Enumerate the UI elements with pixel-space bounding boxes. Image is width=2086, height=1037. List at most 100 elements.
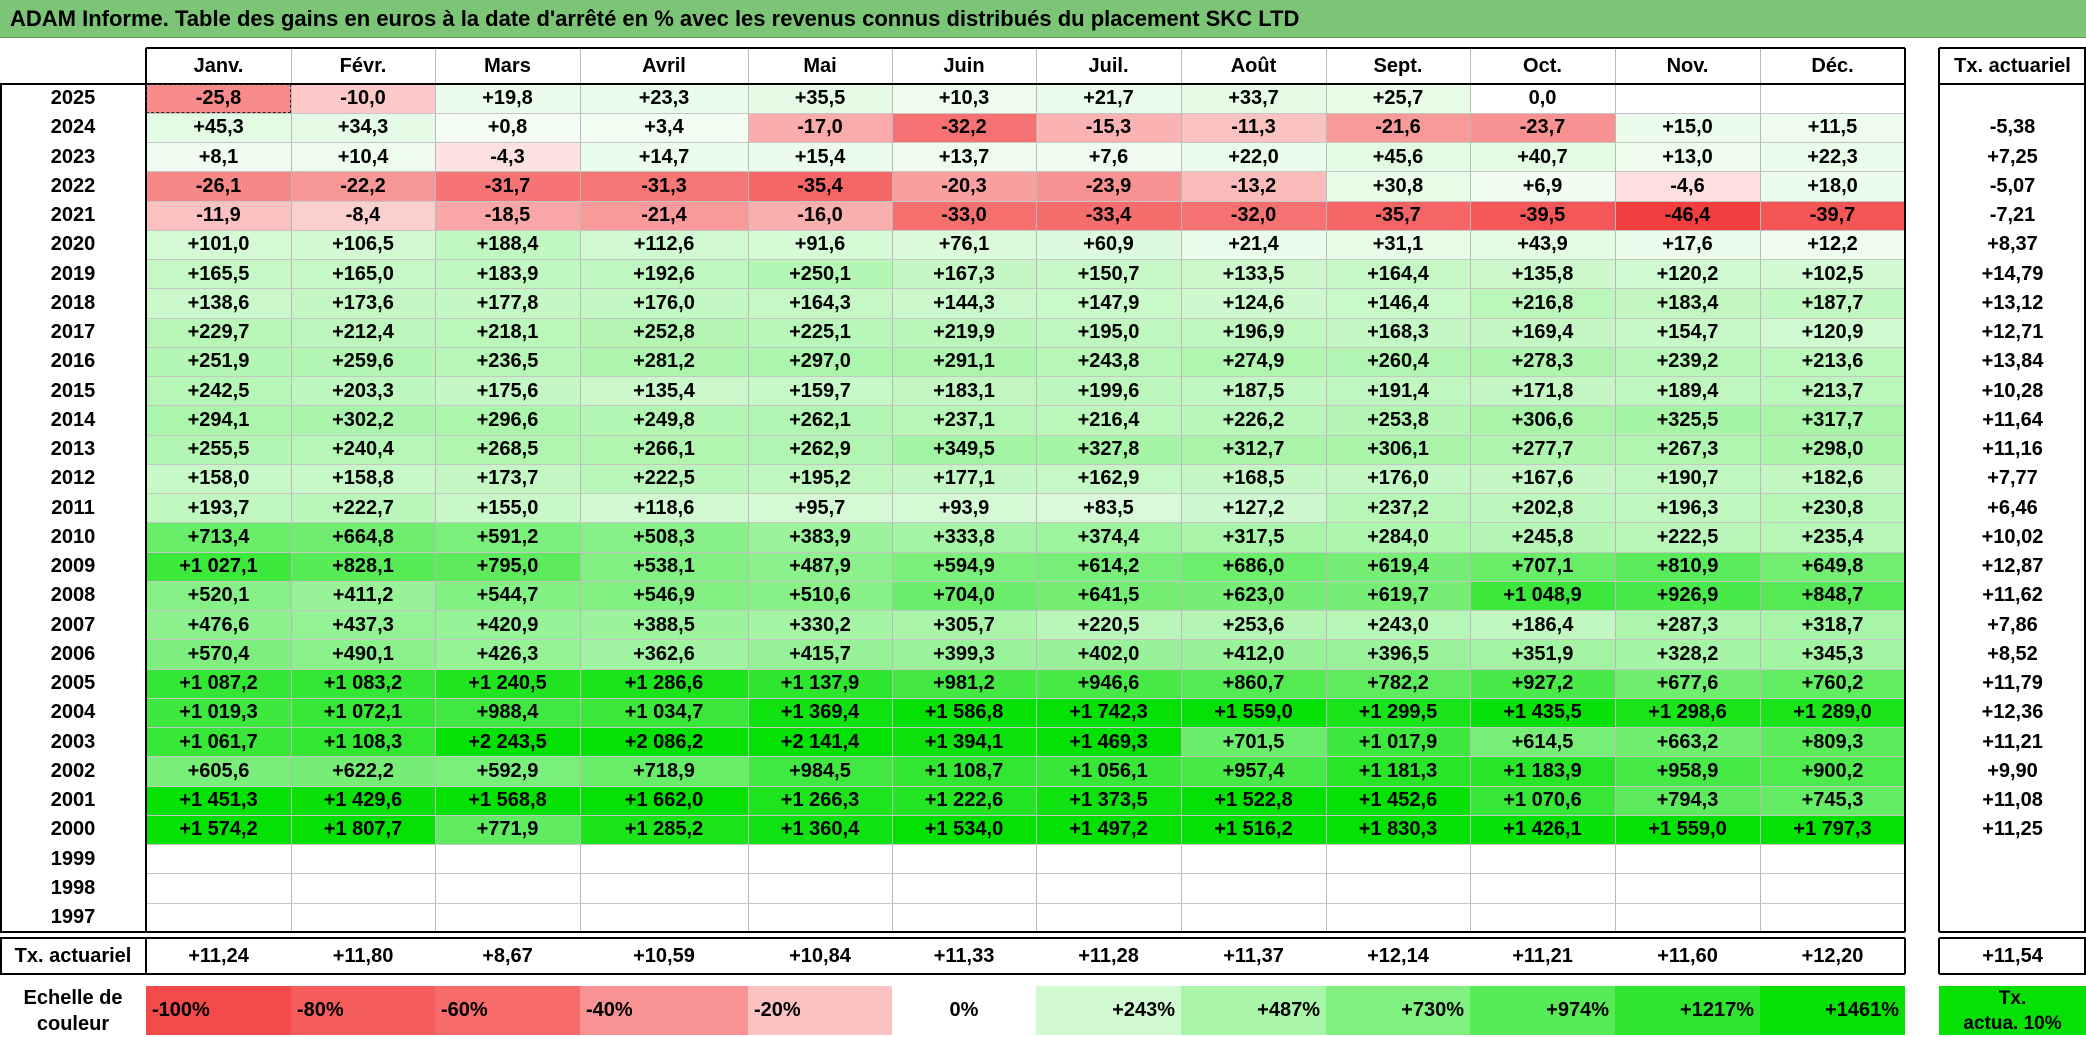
- value-cell: +291,1: [892, 347, 1036, 377]
- footer-value: +11,80: [332, 944, 394, 967]
- value-cell: [146, 873, 291, 903]
- value-cell: +1 534,0: [892, 815, 1036, 845]
- value-cell: +144,3: [892, 288, 1036, 318]
- value-cell: +199,6: [1036, 376, 1181, 406]
- value-cell: +191,4: [1326, 376, 1470, 406]
- value-cell: +177,1: [892, 464, 1036, 494]
- value-cell: +222,5: [580, 464, 748, 494]
- value-cell: +544,7: [435, 581, 580, 611]
- value-cell: +988,4: [435, 698, 580, 728]
- value-cell: +31,1: [1326, 230, 1470, 260]
- value-cell: +946,6: [1036, 669, 1181, 699]
- value-cell: +212,4: [291, 318, 435, 348]
- value-cell: +713,4: [146, 522, 291, 552]
- value-cell: +23,3: [580, 84, 748, 114]
- value-cell: +236,5: [435, 347, 580, 377]
- value-cell: +1 070,6: [1470, 786, 1615, 816]
- grid-line: [146, 200, 1905, 202]
- grid-line: [434, 48, 436, 933]
- value-cell: +213,6: [1760, 347, 1905, 377]
- footer-value: +11,24: [188, 944, 249, 967]
- value-cell: [580, 873, 748, 903]
- value-cell: +927,2: [1470, 669, 1615, 699]
- value-cell: -31,7: [435, 171, 580, 201]
- year-label: 2018: [50, 291, 96, 314]
- value-cell: +317,5: [1181, 522, 1326, 552]
- value-cell: +298,0: [1760, 435, 1905, 465]
- grid-line: [146, 259, 1905, 260]
- value-cell: +1 087,2: [146, 669, 291, 699]
- value-cell: +112,6: [580, 230, 748, 260]
- grid-line: [146, 639, 1905, 641]
- grid-line: [145, 938, 147, 975]
- grid-line: [1325, 48, 1327, 933]
- grid-line: [146, 902, 1905, 904]
- value-cell: +619,4: [1326, 552, 1470, 582]
- grid-line: [146, 376, 1905, 377]
- value-cell: +186,4: [1470, 610, 1615, 640]
- value-cell: -8,4: [291, 201, 435, 231]
- value-cell: +1 286,6: [580, 669, 748, 699]
- value-cell: +374,4: [1036, 522, 1181, 552]
- year-label: 2009: [50, 555, 96, 578]
- value-cell: [1760, 873, 1905, 903]
- value-cell: +619,7: [1326, 581, 1470, 611]
- value-cell: +95,7: [748, 493, 892, 523]
- tx-value-cell: +11,21: [1982, 730, 2043, 753]
- value-cell: +173,7: [435, 464, 580, 494]
- value-cell: +155,0: [435, 493, 580, 523]
- footer-value: +11,21: [1512, 944, 1573, 967]
- value-cell: +165,0: [291, 259, 435, 289]
- month-header-5: Mai: [803, 54, 837, 77]
- tx-value-cell: +11,62: [1982, 584, 2043, 607]
- footer-value: +12,20: [1801, 944, 1864, 967]
- value-cell: +1 108,7: [892, 756, 1036, 786]
- value-cell: +167,3: [892, 259, 1036, 289]
- value-cell: +771,9: [435, 815, 580, 845]
- value-cell: +1 452,6: [1326, 786, 1470, 816]
- value-cell: +828,1: [291, 552, 435, 582]
- value-cell: +230,8: [1760, 493, 1905, 523]
- grid-line: [1939, 47, 2086, 49]
- value-cell: +1 285,2: [580, 815, 748, 845]
- value-cell: +296,6: [435, 405, 580, 435]
- value-cell: [1181, 873, 1326, 903]
- year-label: 1997: [50, 906, 96, 929]
- value-cell: +538,1: [580, 552, 748, 582]
- year-label: 1998: [50, 876, 96, 899]
- value-cell: +225,1: [748, 318, 892, 348]
- value-cell: +167,6: [1470, 464, 1615, 494]
- grid-line: [0, 938, 2, 975]
- year-label: 2008: [50, 584, 96, 607]
- month-header-10: Oct.: [1523, 54, 1562, 77]
- scale-swatch: +974%: [1470, 986, 1615, 1035]
- value-cell: +35,5: [748, 84, 892, 114]
- value-cell: +158,8: [291, 464, 435, 494]
- value-cell: +1 830,3: [1326, 815, 1470, 845]
- value-cell: +605,6: [146, 756, 291, 786]
- tx-value-cell: [1939, 903, 2086, 932]
- value-cell: +333,8: [892, 522, 1036, 552]
- value-cell: [1181, 903, 1326, 933]
- value-cell: -16,0: [748, 201, 892, 231]
- value-cell: [1760, 903, 1905, 933]
- value-cell: [1760, 84, 1905, 114]
- value-cell: +345,3: [1760, 639, 1905, 669]
- value-cell: +318,7: [1760, 610, 1905, 640]
- value-cell: +306,1: [1326, 435, 1470, 465]
- value-cell: +900,2: [1760, 756, 1905, 786]
- value-cell: +1 360,4: [748, 815, 892, 845]
- value-cell: +220,5: [1036, 610, 1181, 640]
- month-header-6: Juin: [943, 54, 985, 77]
- value-cell: +251,9: [146, 347, 291, 377]
- value-cell: +362,6: [580, 639, 748, 669]
- value-cell: +274,9: [1181, 347, 1326, 377]
- value-cell: +171,8: [1470, 376, 1615, 406]
- value-cell: +707,1: [1470, 552, 1615, 582]
- value-cell: +135,8: [1470, 259, 1615, 289]
- value-cell: +1 183,9: [1470, 756, 1615, 786]
- value-cell: -13,2: [1181, 171, 1326, 201]
- value-cell: +11,5: [1760, 113, 1905, 143]
- value-cell: [1470, 903, 1615, 933]
- value-cell: +388,5: [580, 610, 748, 640]
